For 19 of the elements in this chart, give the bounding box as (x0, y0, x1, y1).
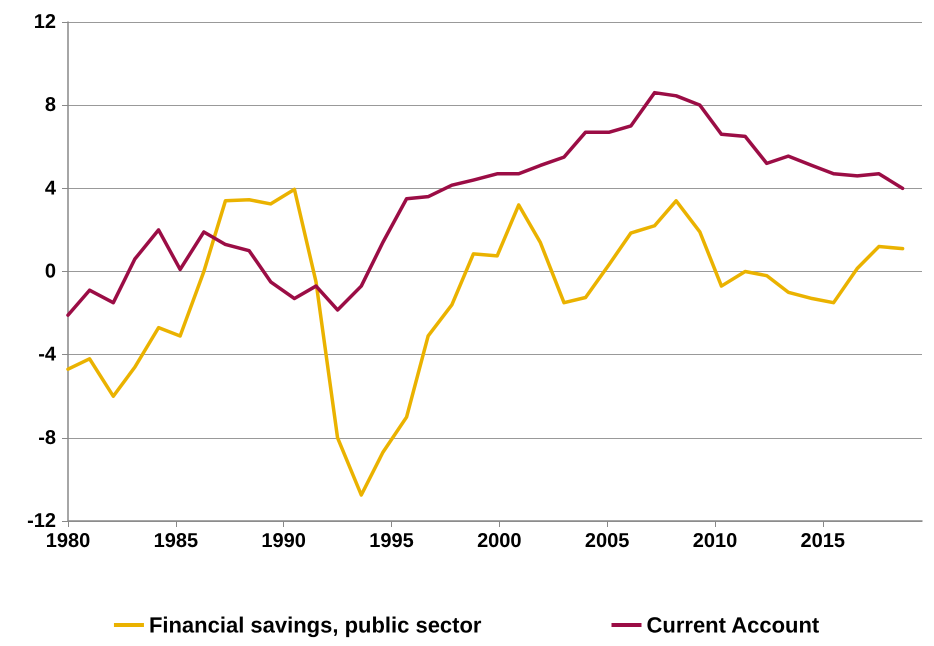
y-tick-label: -8 (38, 426, 56, 449)
x-tick-label: 1985 (154, 530, 198, 552)
legend-label: Financial savings, public sector (148, 612, 482, 638)
x-tick-label: 2005 (584, 530, 630, 552)
x-tick-label: 2015 (800, 530, 846, 552)
y-tick-label: 4 (44, 177, 57, 200)
legend-label: Current Account (646, 612, 820, 638)
x-tick-label: 1980 (46, 530, 90, 552)
line-series (66, 188, 904, 497)
line-series (66, 90, 904, 317)
y-tick-label: -4 (38, 344, 57, 366)
y-tick-label: -12 (27, 510, 56, 532)
y-tick-label: 8 (44, 94, 56, 116)
y-tick-label: 12 (34, 11, 56, 33)
x-tick-label: 1990 (261, 530, 306, 552)
x-tick-label: 1995 (369, 530, 414, 552)
x-tick-label: 2000 (477, 530, 522, 552)
x-tick-label: 2010 (692, 530, 738, 552)
y-tick-label: 0 (44, 260, 56, 282)
